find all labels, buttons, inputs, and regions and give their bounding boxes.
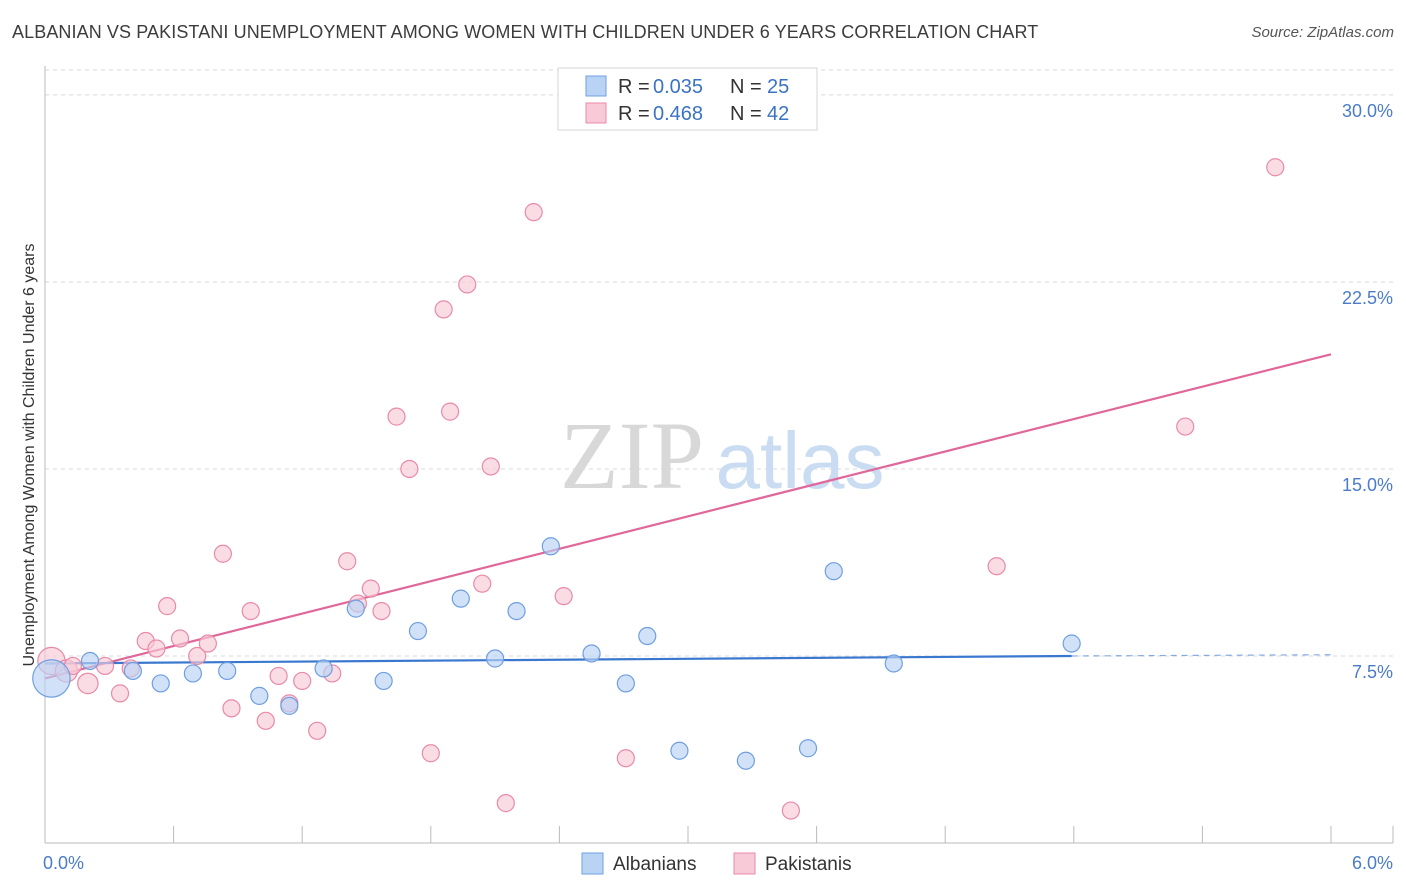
- trend-line-albanians-extension: [1071, 654, 1332, 657]
- point-pakistanis: [440, 402, 460, 421]
- point-pakistanis: [308, 721, 327, 740]
- point-albanians: [250, 686, 269, 705]
- point-albanians: [670, 741, 689, 760]
- trend-line-pakistanis: [44, 353, 1332, 680]
- legend-bottom-swatch-pakistanis: [733, 852, 756, 875]
- legend-swatch-pakistanis: [585, 102, 607, 124]
- watermark: ZIP atlas: [560, 402, 884, 509]
- point-pakistanis: [188, 646, 207, 666]
- legend-r-value-pakistanis: 0.468: [653, 103, 703, 125]
- point-pakistanis: [361, 579, 380, 598]
- point-albanians: [183, 664, 202, 683]
- point-pakistanis: [338, 552, 357, 571]
- point-pakistanis: [158, 597, 177, 616]
- point-pakistanis: [1176, 417, 1195, 436]
- legend-swatch-albanians: [585, 75, 607, 97]
- point-pakistanis: [481, 457, 500, 476]
- point-pakistanis: [554, 587, 573, 606]
- point-pakistanis: [473, 574, 492, 593]
- point-pakistanis: [781, 801, 800, 820]
- axis-ticks: 7.5% 15.0% 22.5% 30.0% 0.0% 6.0%: [43, 101, 1393, 873]
- point-pakistanis: [170, 629, 190, 648]
- point-albanians: [123, 661, 142, 681]
- point-albanians: [541, 537, 560, 556]
- legend-bottom-label-albanians: Albanians: [613, 854, 696, 875]
- trend-line-albanians: [44, 654, 1072, 665]
- point-albanians: [451, 589, 470, 608]
- point-albanians: [824, 562, 843, 581]
- point-pakistanis: [421, 744, 440, 763]
- point-albanians: [582, 644, 601, 663]
- point-pakistanis: [213, 544, 232, 563]
- point-albanians: [736, 751, 755, 770]
- legend-bottom-swatch-albanians: [581, 852, 604, 875]
- legend-series: Albanians Pakistanis: [581, 852, 852, 875]
- point-pakistanis: [293, 671, 312, 691]
- point-pakistanis: [256, 711, 275, 730]
- trend-lines: [44, 353, 1332, 680]
- x-tick-label: 0.0%: [43, 853, 84, 873]
- point-pakistanis: [241, 601, 260, 621]
- point-albanians: [507, 601, 526, 621]
- point-albanians: [280, 696, 299, 715]
- y-tick-label: 30.0%: [1342, 101, 1393, 121]
- y-tick-label: 22.5%: [1342, 288, 1393, 308]
- legend-r-label-pakistanis: R =: [618, 103, 650, 125]
- y-axis-label-group: Unemployment Among Women with Children U…: [21, 243, 38, 666]
- legend-r-value-albanians: 0.035: [653, 76, 703, 98]
- point-pakistanis: [616, 749, 635, 768]
- source-label: Source: ZipAtlas.com: [1251, 24, 1394, 41]
- legend-n-label-albanians: N =: [730, 76, 762, 98]
- point-albanians: [638, 626, 657, 646]
- point-albanians: [408, 621, 428, 641]
- point-albanians: [616, 674, 635, 693]
- point-albanians: [32, 659, 71, 698]
- point-albanians: [1062, 634, 1081, 653]
- y-tick-label: 15.0%: [1342, 475, 1393, 495]
- legend-n-label-pakistanis: N =: [730, 103, 762, 125]
- point-albanians: [346, 599, 365, 618]
- point-pakistanis: [987, 557, 1006, 576]
- legend-bottom-label-pakistanis: Pakistanis: [765, 854, 852, 875]
- point-pakistanis: [110, 684, 130, 703]
- data-points: [32, 158, 1285, 820]
- point-albanians: [218, 661, 237, 681]
- y-axis-label: Unemployment Among Women with Children U…: [21, 243, 38, 666]
- point-albanians: [80, 651, 100, 671]
- point-pakistanis: [77, 672, 99, 695]
- point-pakistanis: [458, 275, 477, 294]
- legend-n-value-albanians: 25: [767, 76, 789, 98]
- point-pakistanis: [524, 203, 543, 222]
- point-pakistanis: [372, 601, 391, 621]
- legend-stats: R = 0.035 N = 25 R = 0.468 N = 42: [557, 67, 818, 131]
- point-pakistanis: [1266, 158, 1285, 177]
- point-pakistanis: [496, 794, 515, 813]
- watermark-atlas: atlas: [716, 416, 885, 505]
- watermark-zip: ZIP: [560, 402, 704, 509]
- point-pakistanis: [269, 666, 288, 686]
- point-pakistanis: [434, 300, 453, 319]
- point-pakistanis: [95, 656, 115, 676]
- axes: [44, 66, 1394, 844]
- point-pakistanis: [222, 699, 241, 718]
- x-tick-label: 6.0%: [1352, 853, 1393, 873]
- point-albanians: [798, 739, 818, 758]
- point-pakistanis: [198, 634, 217, 653]
- point-albanians: [151, 674, 170, 693]
- legend-r-label-albanians: R =: [618, 76, 650, 98]
- point-albanians: [884, 654, 903, 673]
- legend-n-value-pakistanis: 42: [767, 103, 789, 125]
- chart-title: ALBANIAN VS PAKISTANI UNEMPLOYMENT AMONG…: [12, 22, 1039, 42]
- point-albanians: [374, 671, 393, 691]
- point-pakistanis: [387, 407, 406, 426]
- point-pakistanis: [400, 459, 419, 479]
- point-albanians: [314, 659, 333, 678]
- gridlines: [45, 69, 1393, 657]
- point-albanians: [486, 649, 505, 668]
- point-pakistanis: [147, 639, 166, 658]
- y-tick-label: 7.5%: [1352, 662, 1393, 682]
